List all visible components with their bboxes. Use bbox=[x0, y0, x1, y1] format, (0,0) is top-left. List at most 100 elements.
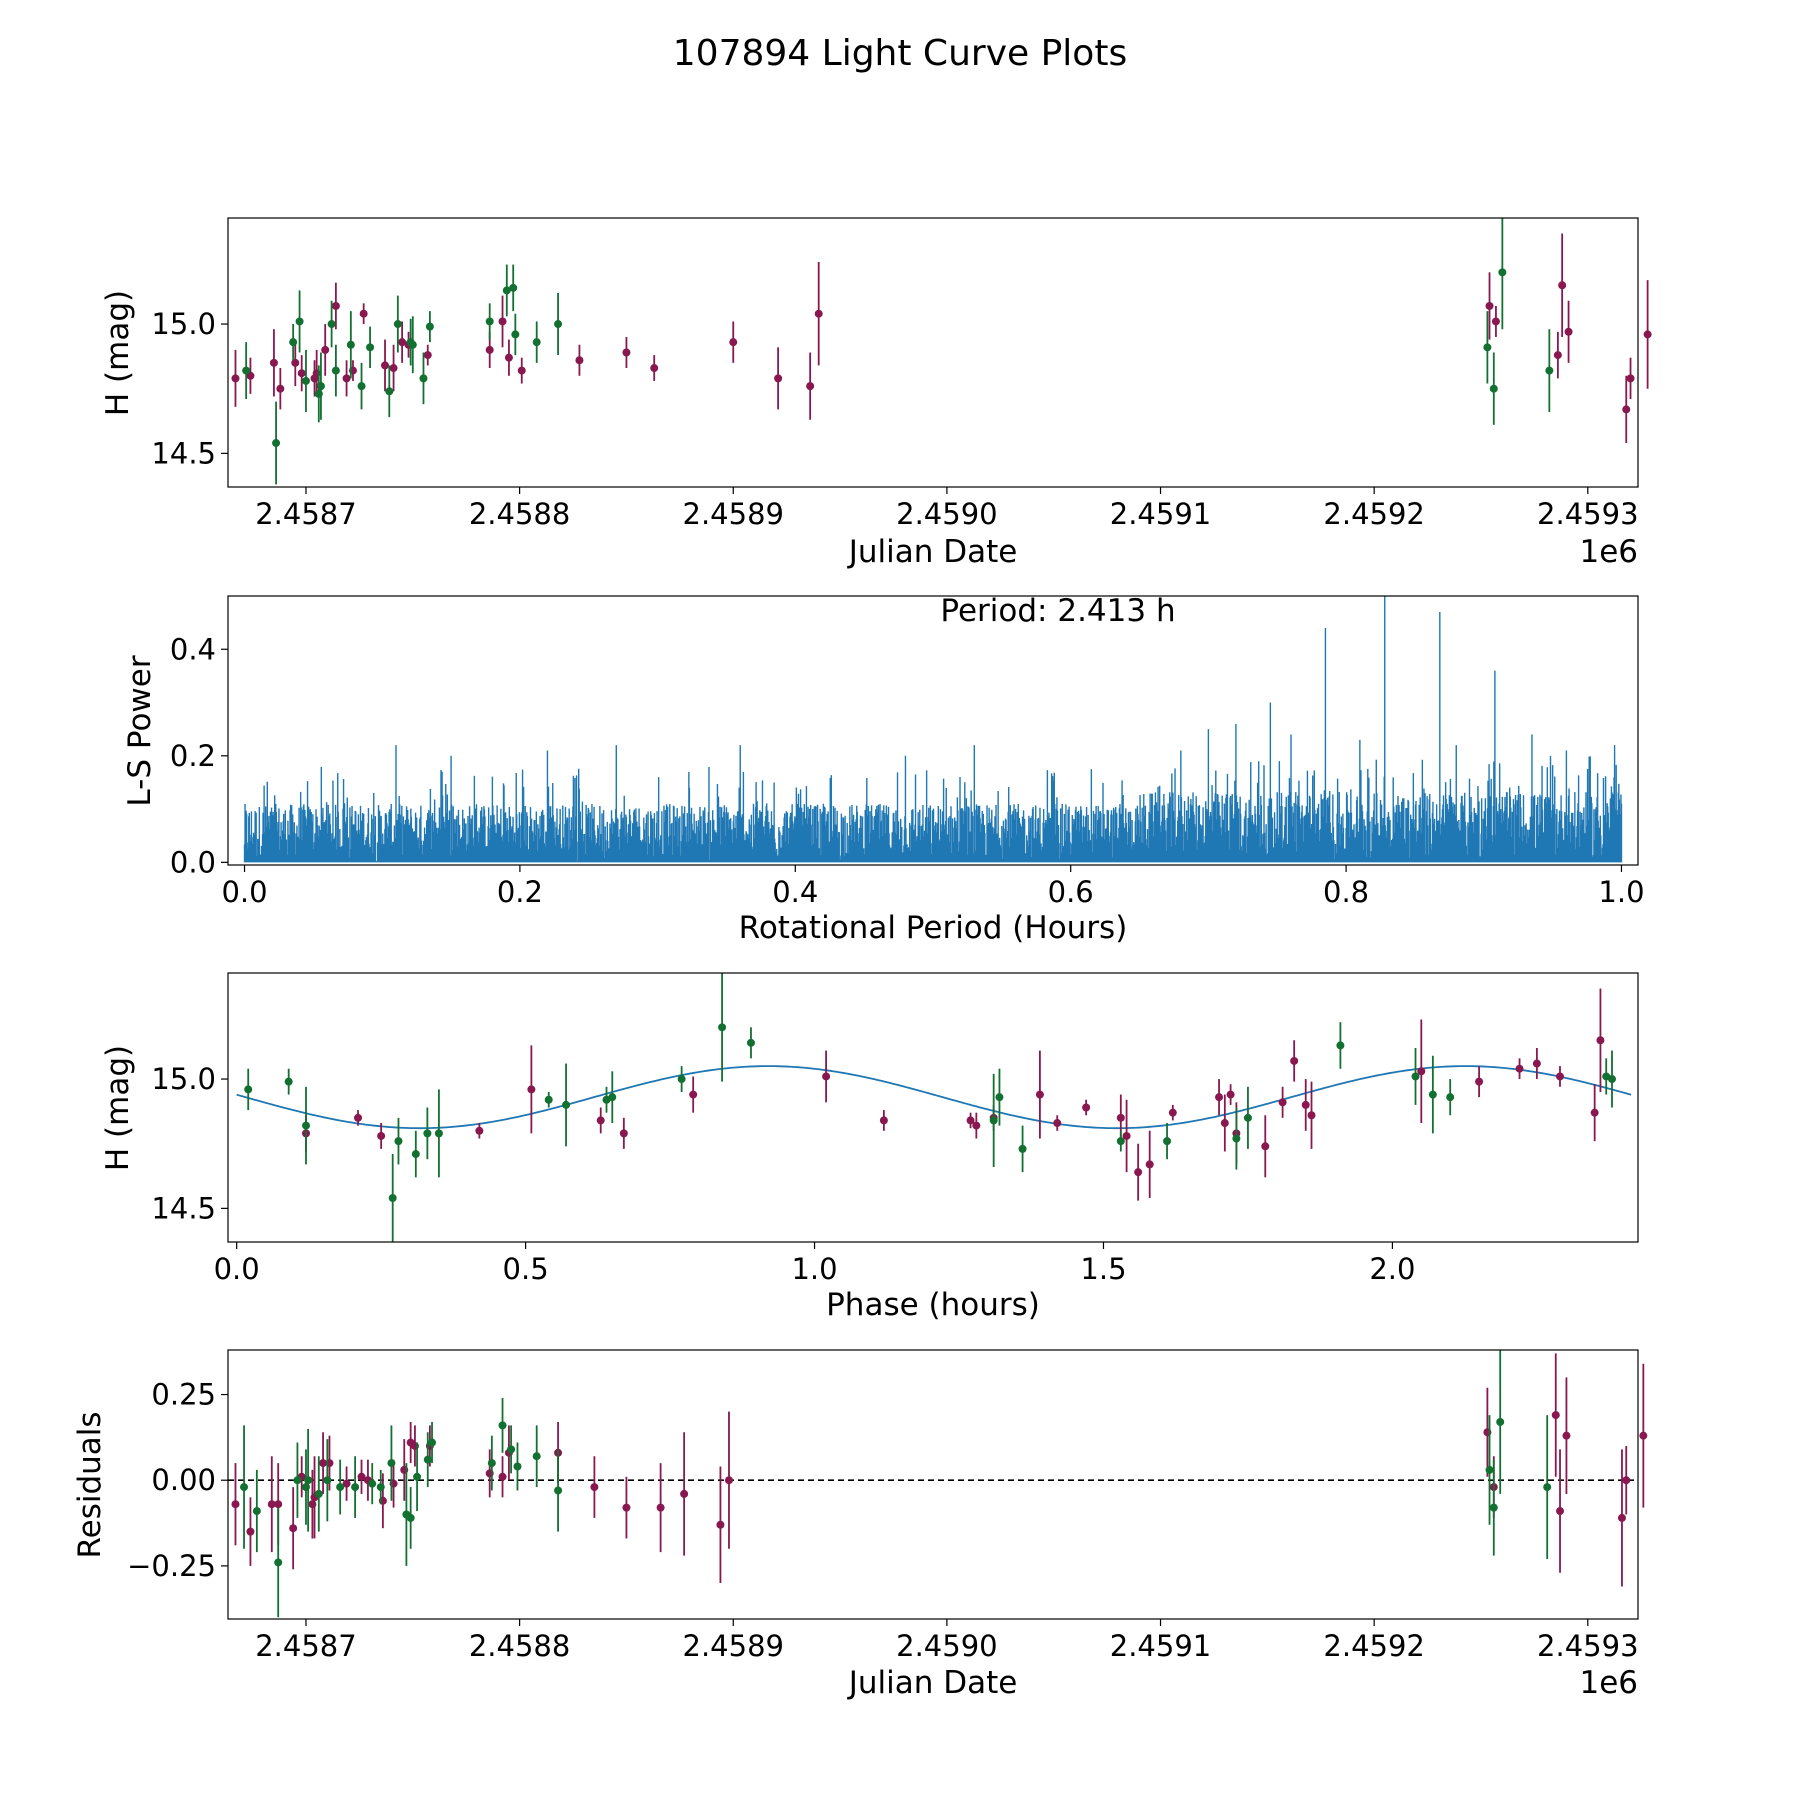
residuals-point-magenta bbox=[267, 1500, 276, 1509]
phased-point-magenta bbox=[1226, 1090, 1235, 1099]
phased-point-green bbox=[544, 1095, 553, 1104]
lightcurve-point-green bbox=[366, 343, 375, 352]
periodogram-axes bbox=[227, 595, 1639, 866]
residuals-point-green bbox=[376, 1483, 385, 1492]
phased-point-green bbox=[1163, 1137, 1172, 1146]
residuals-xtick-label: 2.4593 bbox=[1537, 1629, 1638, 1663]
residuals-point-green bbox=[304, 1476, 313, 1485]
residuals-point-green bbox=[532, 1452, 541, 1461]
residuals-xlabel: Julian Date bbox=[847, 1665, 1018, 1701]
phased-point-magenta bbox=[1290, 1056, 1299, 1065]
phased-point-green bbox=[388, 1194, 397, 1203]
lightcurve-point-magenta bbox=[1622, 405, 1631, 414]
lightcurve-point-magenta bbox=[231, 374, 240, 383]
lightcurve-point-green bbox=[1545, 366, 1554, 375]
phased-point-magenta bbox=[1134, 1168, 1143, 1177]
phased-point-green bbox=[995, 1093, 1004, 1102]
phased-point-magenta bbox=[1532, 1059, 1541, 1068]
phased-point-magenta bbox=[1590, 1108, 1599, 1117]
lightcurve-panel: 2.4587 2.4588 2.4589 2.4590 2.4591 2.4592 2.45… bbox=[100, 217, 1652, 570]
residuals-point-green bbox=[1496, 1417, 1505, 1426]
lightcurve-axes bbox=[227, 217, 1639, 488]
residuals-xtick-label: 2.4588 bbox=[469, 1629, 570, 1663]
residuals-point-magenta bbox=[1556, 1507, 1565, 1516]
lightcurve-point-magenta bbox=[269, 358, 278, 367]
residuals-point-green bbox=[336, 1483, 345, 1492]
phased-ylabel: H (mag) bbox=[100, 1045, 136, 1171]
residuals-point-magenta bbox=[1622, 1476, 1631, 1485]
lightcurve-point-green bbox=[532, 338, 541, 347]
lightcurve-point-magenta bbox=[729, 338, 738, 347]
phased-point-magenta bbox=[1145, 1160, 1154, 1169]
residuals-point-green bbox=[513, 1462, 522, 1471]
lightcurve-point-magenta bbox=[1564, 327, 1573, 336]
residuals-offset-label: 1e6 bbox=[1579, 1665, 1638, 1701]
phased-point-green bbox=[434, 1129, 443, 1138]
residuals-point-green bbox=[413, 1472, 422, 1481]
periodogram-marks bbox=[243, 596, 1623, 863]
lightcurve-point-magenta bbox=[1626, 374, 1635, 383]
phased-axes bbox=[227, 972, 1639, 1243]
residuals-point-magenta bbox=[680, 1489, 689, 1498]
residuals-point-green bbox=[368, 1479, 377, 1488]
lightcurve-point-green bbox=[511, 330, 520, 339]
phased-point-magenta bbox=[377, 1131, 386, 1140]
phased-point-magenta bbox=[527, 1085, 536, 1094]
residuals-point-green bbox=[498, 1421, 507, 1430]
periodogram-xtick-label: 0.6 bbox=[1048, 875, 1094, 909]
phased-point-green bbox=[746, 1038, 755, 1047]
phased-xtick-label: 0.0 bbox=[214, 1252, 260, 1286]
phased-xlabel: Phase (hours) bbox=[826, 1287, 1040, 1323]
lightcurve-point-green bbox=[295, 317, 304, 326]
residuals-axes bbox=[227, 1349, 1639, 1620]
lightcurve-point-magenta bbox=[498, 317, 507, 326]
lightcurve-point-green bbox=[554, 320, 563, 329]
lightcurve-point-magenta bbox=[1643, 330, 1652, 339]
residuals-point-magenta bbox=[231, 1500, 240, 1509]
lightcurve-point-magenta bbox=[389, 364, 398, 373]
lightcurve-point-magenta bbox=[575, 356, 584, 365]
residuals-point-magenta bbox=[1639, 1431, 1648, 1440]
phased-point-magenta bbox=[972, 1121, 981, 1130]
phased-point-magenta bbox=[689, 1090, 698, 1099]
residuals-point-magenta bbox=[319, 1459, 328, 1468]
lightcurve-point-green bbox=[357, 382, 366, 391]
phased-point-green bbox=[1607, 1075, 1616, 1084]
residuals-point-magenta bbox=[1617, 1513, 1626, 1522]
residuals-point-magenta bbox=[246, 1527, 255, 1536]
lightcurve-point-magenta bbox=[276, 384, 285, 393]
residuals-point-green bbox=[323, 1476, 332, 1485]
residuals-xtick-label: 2.4591 bbox=[1110, 1629, 1211, 1663]
lightcurve-xtick-label: 2.4593 bbox=[1537, 497, 1638, 531]
residuals-point-magenta bbox=[289, 1524, 298, 1533]
phased-point-magenta bbox=[1301, 1100, 1310, 1109]
residuals-point-green bbox=[423, 1455, 432, 1464]
phased-point-magenta bbox=[1116, 1113, 1125, 1122]
lightcurve-point-green bbox=[502, 286, 511, 295]
lightcurve-point-green bbox=[316, 382, 325, 391]
residuals-point-green bbox=[554, 1486, 563, 1495]
lightcurve-point-green bbox=[419, 374, 428, 383]
lightcurve-xtick-label: 2.4592 bbox=[1323, 497, 1424, 531]
phased-point-green bbox=[562, 1100, 571, 1109]
phased-point-magenta bbox=[879, 1116, 888, 1125]
periodogram-xtick-label: 1.0 bbox=[1598, 875, 1644, 909]
residuals-point-magenta bbox=[357, 1472, 366, 1481]
lightcurve-point-magenta bbox=[650, 364, 659, 373]
phased-point-magenta bbox=[1307, 1111, 1316, 1120]
residuals-point-magenta bbox=[1562, 1431, 1571, 1440]
periodogram-xtick-label: 0.4 bbox=[772, 875, 818, 909]
phased-point-green bbox=[284, 1077, 293, 1086]
residuals-point-magenta bbox=[498, 1472, 507, 1481]
periodogram-xlabel: Rotational Period (Hours) bbox=[739, 910, 1128, 946]
lightcurve-point-green bbox=[1483, 343, 1492, 352]
lightcurve-point-magenta bbox=[1558, 281, 1567, 290]
phased-point-green bbox=[1446, 1093, 1455, 1102]
periodogram-ytick-label: 0.0 bbox=[170, 845, 216, 879]
periodogram-xtick-label: 0.8 bbox=[1323, 875, 1369, 909]
lightcurve-xtick-label: 2.4587 bbox=[255, 497, 356, 531]
residuals-point-green bbox=[507, 1445, 516, 1454]
lightcurve-point-magenta bbox=[806, 382, 815, 391]
residuals-panel: 2.4587 2.4588 2.4589 2.4590 2.4591 2.4592 2.45… bbox=[72, 1349, 1648, 1701]
lightcurve-point-magenta bbox=[504, 353, 513, 362]
